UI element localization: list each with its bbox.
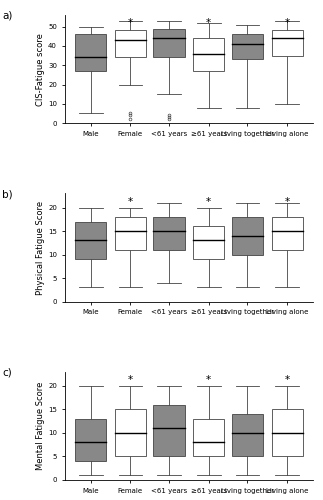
Bar	[193, 38, 224, 71]
Text: *: *	[206, 196, 211, 206]
Y-axis label: CIS-Fatigue score: CIS-Fatigue score	[36, 32, 45, 106]
Bar	[75, 419, 106, 461]
Text: *: *	[285, 196, 290, 206]
Text: *: *	[128, 18, 133, 28]
Text: *: *	[128, 375, 133, 385]
Text: *: *	[206, 375, 211, 385]
Bar	[193, 419, 224, 457]
Text: *: *	[285, 18, 290, 28]
Text: c): c)	[3, 368, 12, 378]
Text: b): b)	[3, 189, 13, 199]
Bar	[272, 217, 303, 250]
Text: *: *	[285, 375, 290, 385]
Y-axis label: Physical Fatigue Score: Physical Fatigue Score	[36, 200, 45, 294]
Bar	[75, 222, 106, 260]
Bar	[193, 226, 224, 260]
Bar	[75, 34, 106, 71]
Text: *: *	[128, 196, 133, 206]
Y-axis label: Mental Fatigue Score: Mental Fatigue Score	[36, 382, 45, 470]
Text: a): a)	[3, 10, 13, 20]
Bar	[115, 410, 146, 457]
Bar	[232, 217, 263, 254]
Bar	[232, 414, 263, 457]
Bar	[115, 217, 146, 250]
Text: *: *	[206, 18, 211, 28]
Bar	[272, 410, 303, 457]
Bar	[153, 217, 185, 250]
Bar	[153, 405, 185, 456]
Bar	[153, 28, 185, 58]
Bar	[272, 30, 303, 56]
Bar	[115, 30, 146, 58]
Bar	[232, 34, 263, 59]
